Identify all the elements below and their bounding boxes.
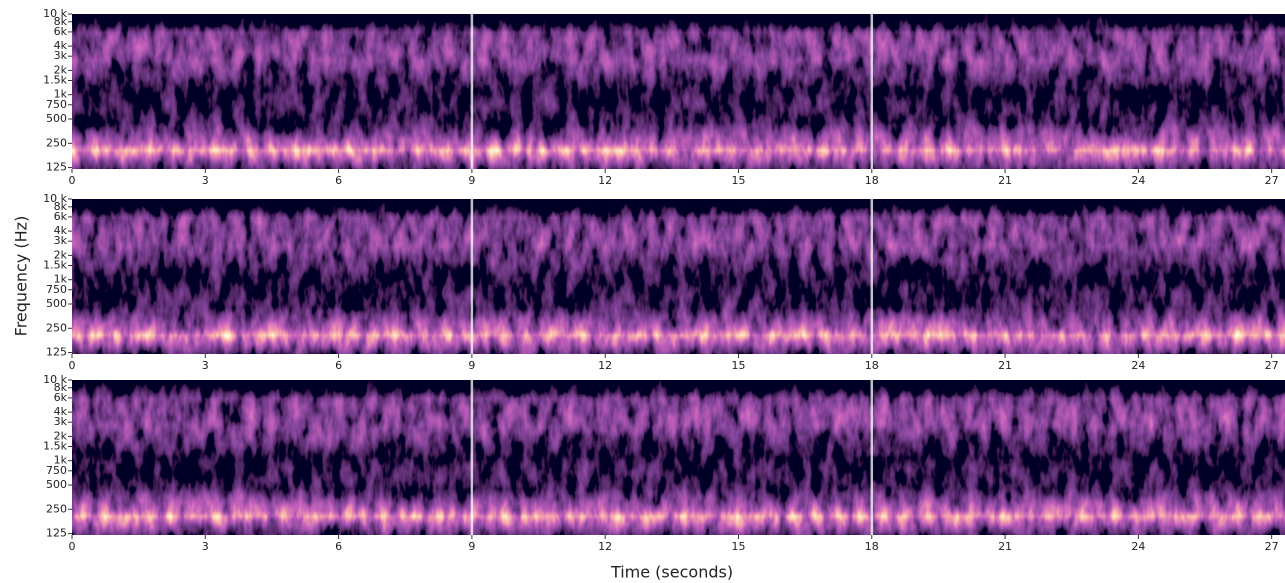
- y-tick-label: 125: [46, 346, 67, 359]
- x-tick-label: 27: [1265, 174, 1279, 187]
- x-tick-label: 21: [998, 540, 1012, 553]
- y-tick-label: 1k: [54, 454, 68, 467]
- y-tick-label: 500: [46, 112, 67, 125]
- y-tick-label: 2k: [54, 248, 68, 261]
- x-tick-label: 15: [731, 359, 745, 372]
- y-tick-label: 8k: [54, 15, 68, 28]
- x-tick-label: 3: [202, 359, 209, 372]
- y-tick-label: 10 k: [43, 7, 67, 20]
- y-tick-label: 500: [46, 297, 67, 310]
- x-tick-label: 21: [998, 359, 1012, 372]
- x-tick-label: 3: [202, 540, 209, 553]
- x-tick-label: 12: [598, 174, 612, 187]
- x-tick-label: 15: [731, 540, 745, 553]
- y-tick-label: 250: [46, 136, 67, 149]
- x-tick-label: 6: [335, 540, 342, 553]
- y-tick-label: 3k: [54, 234, 68, 247]
- y-tick-label: 1k: [54, 88, 68, 101]
- y-tick-label: 1.5k: [43, 258, 67, 271]
- y-tick-label: 750: [46, 464, 67, 477]
- x-tick-label: 9: [468, 359, 475, 372]
- x-tick-label: 24: [1131, 174, 1145, 187]
- x-tick-label: 27: [1265, 359, 1279, 372]
- y-tick-label: 3k: [54, 49, 68, 62]
- x-tick-label: 12: [598, 359, 612, 372]
- x-tick-label: 27: [1265, 540, 1279, 553]
- y-tick-label: 8k: [54, 381, 68, 394]
- x-tick-label: 18: [865, 359, 879, 372]
- y-tick-label: 6k: [54, 25, 68, 38]
- x-tick-label: 18: [865, 174, 879, 187]
- x-tick-label: 24: [1131, 540, 1145, 553]
- y-tick-label: 500: [46, 478, 67, 491]
- x-tick-label: 0: [69, 540, 76, 553]
- x-tick-label: 3: [202, 174, 209, 187]
- y-axis-title: Frequency (Hz): [12, 216, 31, 337]
- y-tick-label: 2k: [54, 429, 68, 442]
- x-tick-label: 0: [69, 174, 76, 187]
- y-tick-label: 10 k: [43, 192, 67, 205]
- y-tick-label: 750: [46, 283, 67, 296]
- y-tick-label: 8k: [54, 200, 68, 213]
- x-tick-label: 18: [865, 540, 879, 553]
- y-tick-label: 4k: [54, 405, 68, 418]
- x-tick-label: 9: [468, 174, 475, 187]
- spectrogram-image: [72, 199, 1285, 354]
- y-tick-label: 250: [46, 321, 67, 334]
- x-tick-label: 6: [335, 174, 342, 187]
- y-tick-label: 750: [46, 98, 67, 111]
- y-tick-label: 2k: [54, 63, 68, 76]
- y-tick-label: 125: [46, 527, 67, 540]
- y-tick-label: 3k: [54, 415, 68, 428]
- spectrogram-image: [72, 380, 1285, 535]
- y-tick-label: 250: [46, 502, 67, 515]
- x-tick-label: 24: [1131, 359, 1145, 372]
- y-tick-label: 6k: [54, 210, 68, 223]
- y-tick-label: 125: [46, 161, 67, 174]
- y-tick-label: 4k: [54, 39, 68, 52]
- y-tick-label: 4k: [54, 224, 68, 237]
- y-tick-label: 1k: [54, 273, 68, 286]
- x-tick-label: 9: [468, 540, 475, 553]
- x-tick-label: 6: [335, 359, 342, 372]
- spectrogram-image: [72, 14, 1285, 169]
- y-tick-label: 1.5k: [43, 73, 67, 86]
- x-axis-title: Time (seconds): [610, 563, 733, 582]
- y-tick-label: 10 k: [43, 373, 67, 386]
- x-tick-label: 0: [69, 359, 76, 372]
- x-tick-label: 21: [998, 174, 1012, 187]
- y-tick-label: 1.5k: [43, 439, 67, 452]
- y-tick-label: 6k: [54, 391, 68, 404]
- x-tick-label: 15: [731, 174, 745, 187]
- x-tick-label: 12: [598, 540, 612, 553]
